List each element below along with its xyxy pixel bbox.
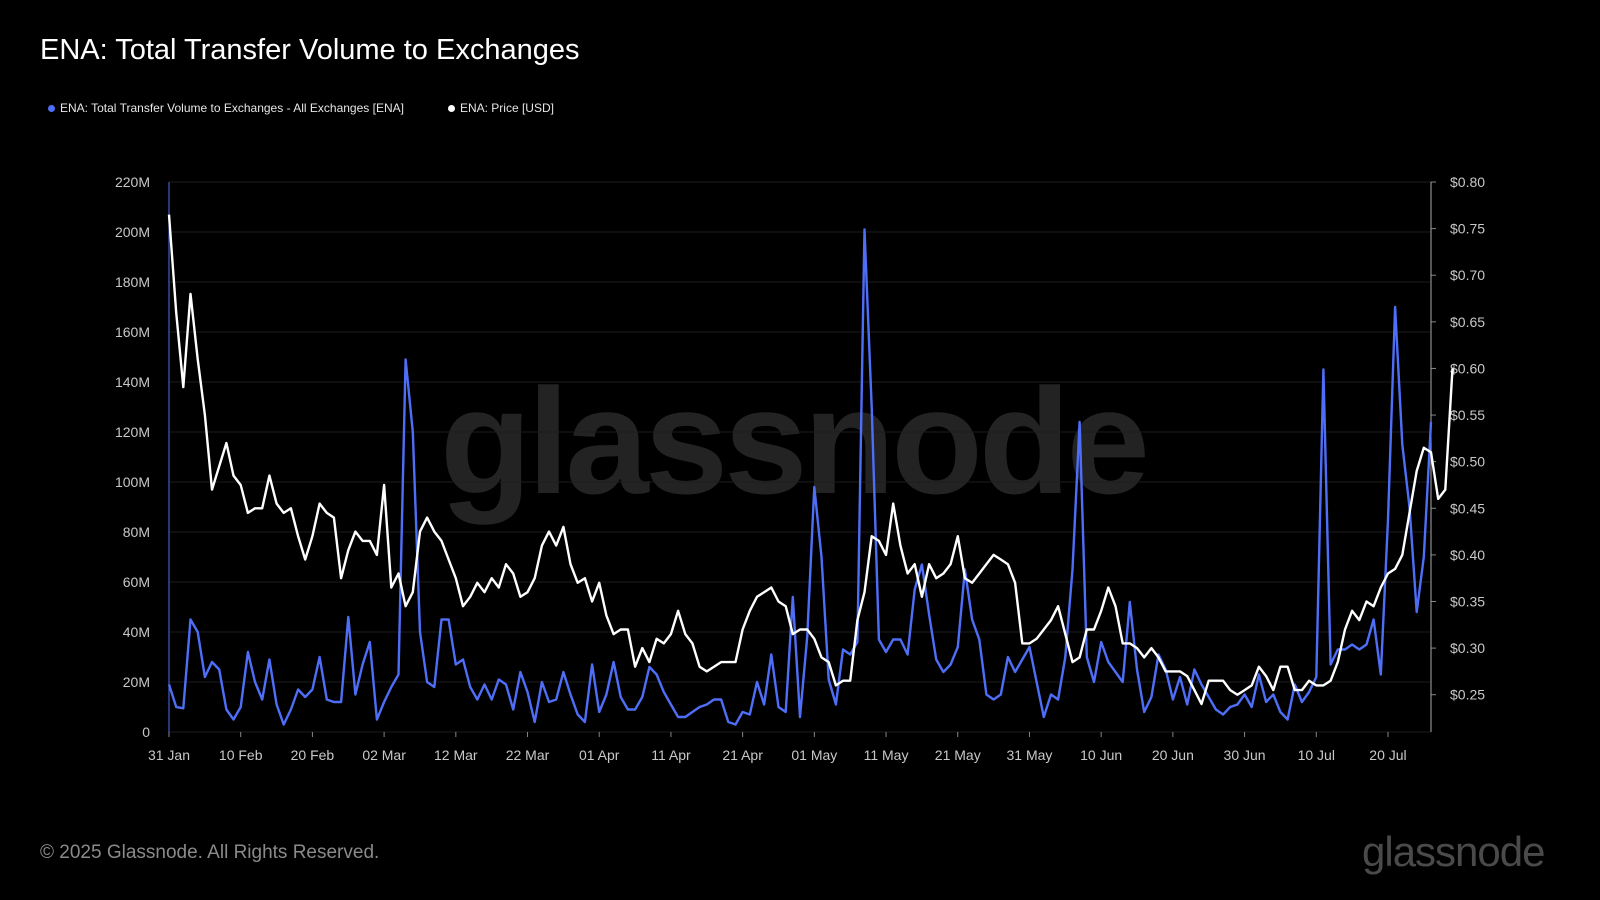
series-line-price (167, 214, 1454, 706)
axes (168, 181, 1436, 737)
x-axis-labels: 31 Jan 10 Feb 20 Feb 02 Mar 12 Mar 22 Mar 01 A… (148, 747, 1407, 763)
y-left-tick-label: 120M (115, 424, 150, 440)
legend-item-price[interactable]: ENA: Price [USD] (447, 101, 554, 115)
legend-dot-price (447, 104, 455, 112)
y-right-tick-label: $0.40 (1450, 547, 1485, 563)
y-left-tick-label: 0 (142, 724, 150, 740)
y-left-tick-label: 200M (115, 224, 150, 240)
y-right-tick-label: $0.60 (1450, 360, 1485, 376)
x-tick-label: 02 Mar (362, 747, 406, 763)
x-tick-label: 11 May (864, 747, 909, 763)
x-tick-label: 01 Apr (579, 747, 620, 763)
legend-label-volume: ENA: Total Transfer Volume to Exchanges … (60, 101, 404, 115)
x-tick-label: 20 Jul (1369, 747, 1406, 763)
legend-label-price: ENA: Price [USD] (459, 101, 554, 115)
x-tick-label: 22 Mar (506, 747, 550, 763)
series-line-volume (167, 228, 1433, 726)
y-right-tick-label: $0.70 (1450, 267, 1485, 283)
y-left-tick-label: 80M (123, 524, 150, 540)
y-left-tick-label: 220M (115, 174, 150, 190)
legend-dot-volume (48, 104, 55, 112)
grid-lines (169, 181, 1431, 733)
x-tick-label: 20 Jun (1152, 747, 1194, 763)
x-tick-label: 21 Apr (722, 747, 763, 763)
y-right-tick-label: $0.25 (1450, 687, 1485, 703)
y-right-tick-label: $0.80 (1450, 174, 1485, 190)
x-tick-label: 21 May (935, 747, 981, 763)
x-tick-label: 20 Feb (291, 747, 335, 763)
y-axis-right-labels: $0.25 $0.30 $0.35 $0.40 $0.45 $0.50 $0.55 $0.60… (1450, 174, 1485, 703)
x-tick-label: 11 Apr (651, 747, 691, 763)
series-lines (167, 214, 1454, 726)
y-left-tick-label: 180M (115, 274, 150, 290)
x-tick-label: 30 Jun (1224, 747, 1266, 763)
y-right-tick-label: $0.55 (1450, 407, 1485, 423)
y-axis-left-labels: 0 20M 40M 60M 80M 100M 120M 140M 160M 180M 200M 220… (115, 174, 150, 740)
y-right-tick-label: $0.75 (1450, 221, 1485, 237)
copyright-text: © 2025 Glassnode. All Rights Reserved. (40, 842, 380, 863)
watermark: glassnode (440, 357, 1150, 525)
x-tick-label: 10 Jun (1080, 747, 1122, 763)
x-tick-label: 12 Mar (434, 747, 478, 763)
y-left-tick-label: 140M (115, 374, 150, 390)
x-tick-label: 31 May (1006, 747, 1052, 763)
y-right-tick-label: $0.45 (1450, 500, 1485, 516)
x-tick-label: 10 Jul (1298, 747, 1335, 763)
y-right-tick-label: $0.30 (1450, 640, 1485, 656)
legend: ENA: Total Transfer Volume to Exchanges … (48, 101, 554, 115)
y-right-tick-label: $0.65 (1450, 314, 1485, 330)
y-right-tick-label: $0.35 (1450, 593, 1485, 609)
x-tick-label: 10 Feb (219, 747, 263, 763)
y-right-tick-label: $0.50 (1450, 454, 1485, 470)
x-tick-label: 31 Jan (148, 747, 190, 763)
brand-logo: glassnode (1362, 828, 1545, 875)
x-tick-label: 01 May (791, 747, 837, 763)
y-left-tick-label: 160M (115, 324, 150, 340)
y-left-tick-label: 40M (123, 624, 150, 640)
chart-title: ENA: Total Transfer Volume to Exchanges (40, 34, 580, 66)
y-left-tick-label: 60M (123, 574, 150, 590)
y-left-tick-label: 100M (115, 474, 150, 490)
legend-item-volume[interactable]: ENA: Total Transfer Volume to Exchanges … (48, 101, 404, 115)
y-left-tick-label: 20M (123, 674, 150, 690)
